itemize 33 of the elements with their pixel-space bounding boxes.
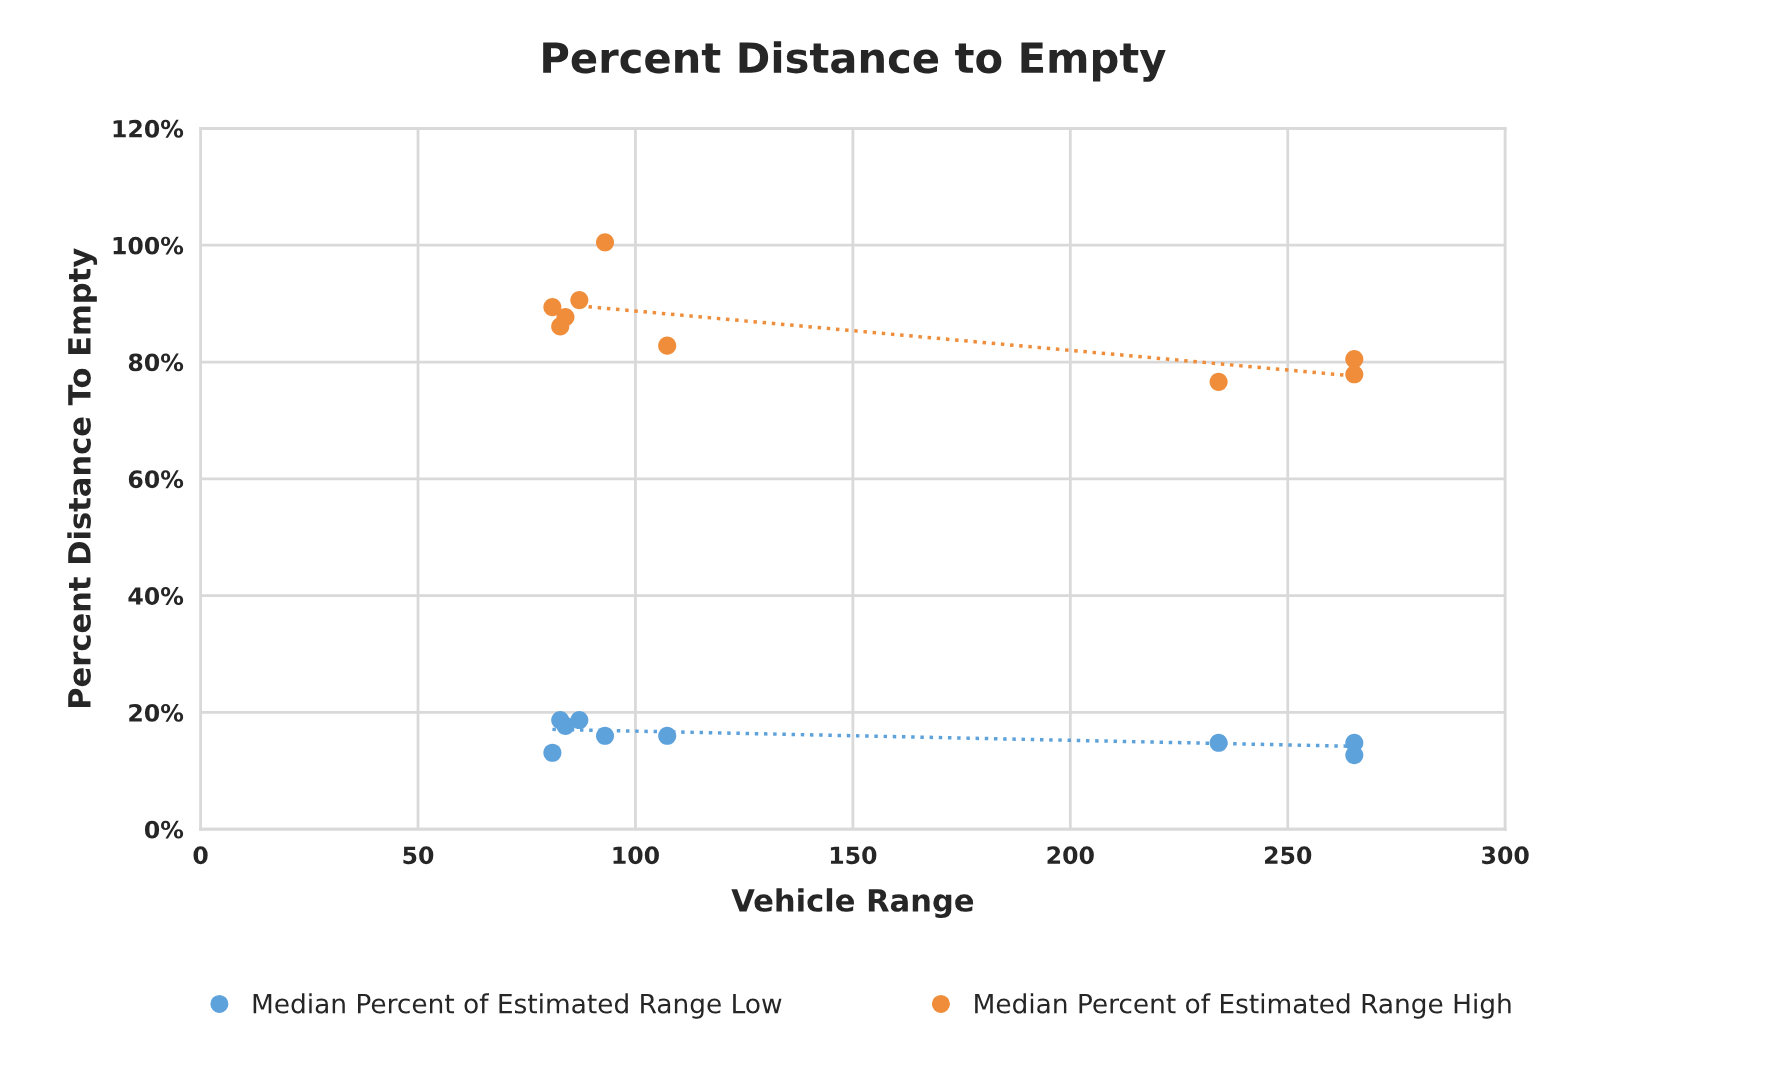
y-tick-label: 80% bbox=[128, 353, 184, 372]
point bbox=[556, 307, 575, 327]
point bbox=[556, 716, 575, 735]
x-tick-label: 250 bbox=[1264, 846, 1312, 865]
point bbox=[1345, 365, 1364, 384]
point bbox=[1209, 733, 1228, 752]
x-tick-label: 300 bbox=[1482, 846, 1529, 865]
point bbox=[658, 336, 677, 355]
point bbox=[595, 233, 615, 252]
y-axis-title: Percent Distance To Empty bbox=[67, 248, 98, 708]
point bbox=[658, 726, 677, 745]
legend-label: Median Percent of Estimated Range High bbox=[975, 993, 1511, 1019]
x-axis-title: Vehicle Range bbox=[731, 888, 974, 919]
y-tick-label: 100% bbox=[113, 236, 184, 255]
point bbox=[570, 710, 589, 730]
x-tick-label: 0 bbox=[193, 846, 208, 865]
y-tick-label: 120% bbox=[113, 119, 184, 138]
point bbox=[1345, 350, 1364, 369]
point bbox=[570, 291, 589, 310]
legend-label: Median Percent of Estimated Range Low bbox=[253, 993, 782, 1019]
y-tick-label: 60% bbox=[128, 470, 184, 489]
y-tick-label: 40% bbox=[128, 587, 184, 605]
point bbox=[543, 743, 562, 762]
x-tick-label: 150 bbox=[830, 846, 877, 865]
point bbox=[595, 726, 615, 745]
chart-title: Percent Distance to Empty bbox=[543, 41, 1166, 82]
y-tick-label: 20% bbox=[129, 703, 184, 722]
x-tick-label: 100 bbox=[613, 846, 659, 865]
point bbox=[543, 298, 562, 317]
point bbox=[1209, 372, 1228, 391]
x-tick-label: 200 bbox=[1047, 846, 1094, 865]
x-tick-label: 50 bbox=[403, 846, 434, 865]
y-tick-label: 0% bbox=[144, 820, 184, 839]
